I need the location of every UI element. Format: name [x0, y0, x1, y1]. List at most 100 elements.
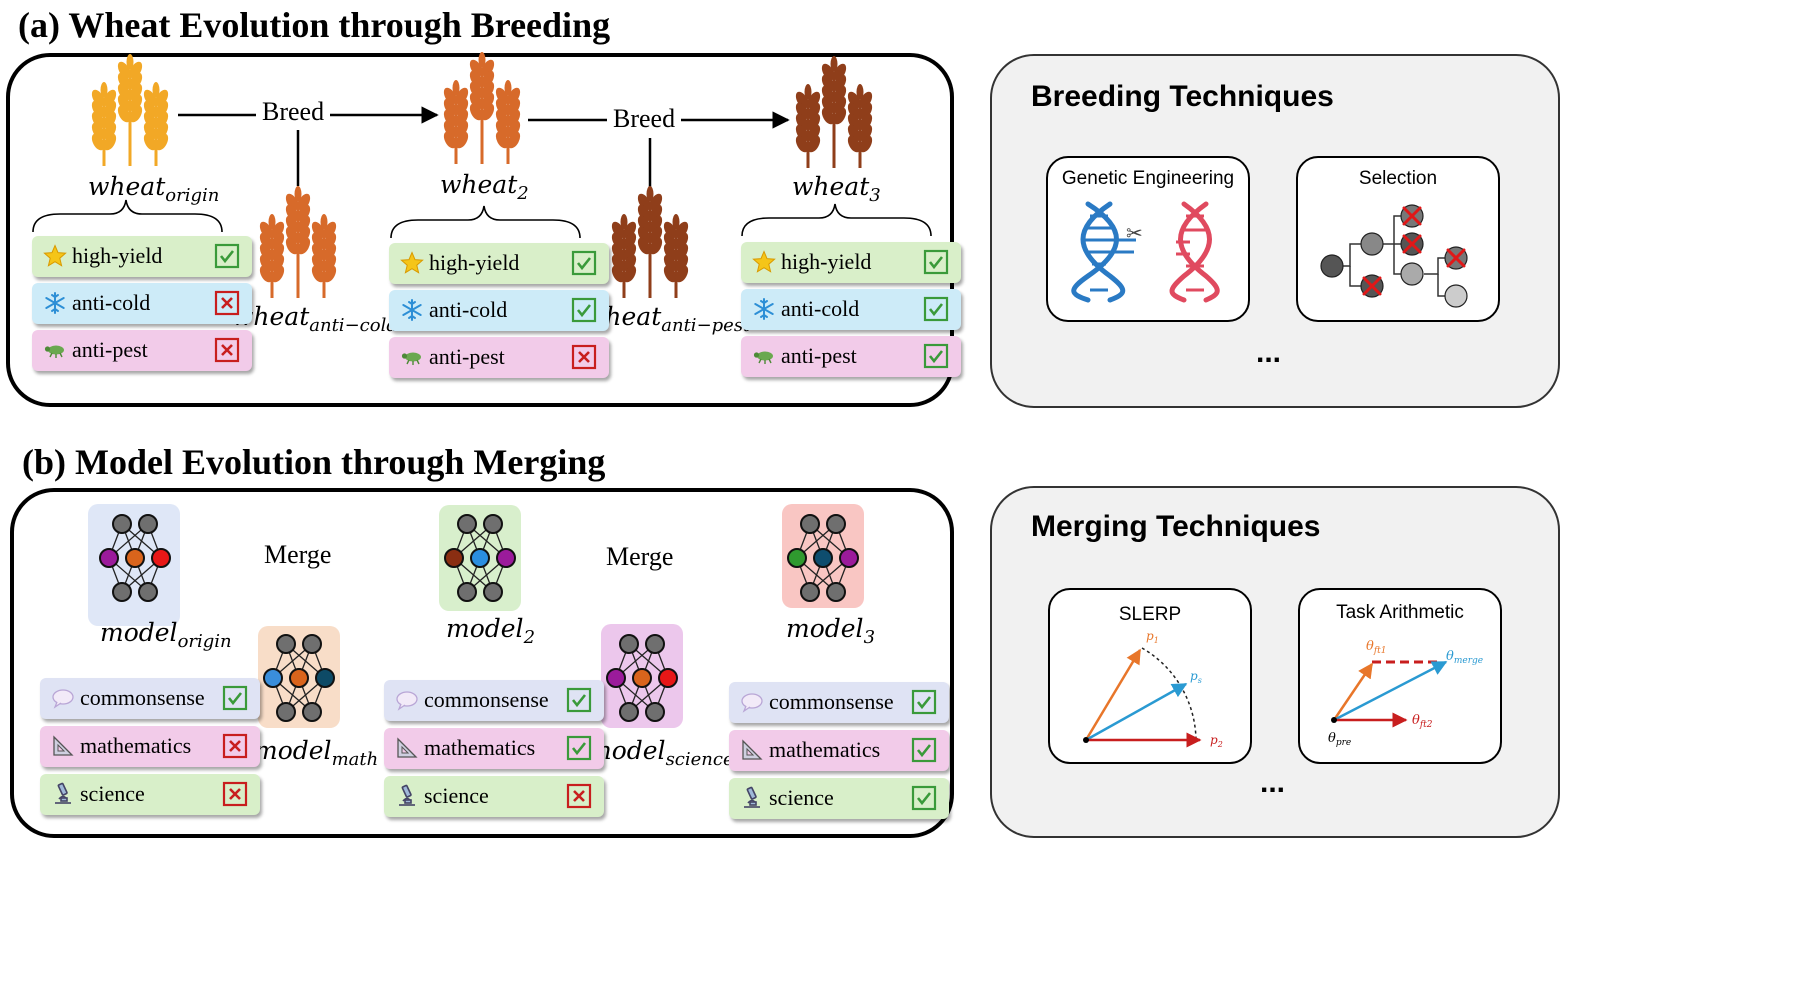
set-square-icon — [50, 733, 76, 759]
badge-label: anti-pest — [72, 337, 148, 362]
network-node — [632, 668, 652, 688]
slerp-diagram: p1 ps p2 — [1083, 629, 1223, 749]
wheat-grain — [117, 105, 131, 123]
wheat-origin-label: wheatorigin — [88, 172, 220, 206]
wheat-3-label: wheat3 — [792, 172, 881, 206]
snowflake-icon — [751, 296, 777, 322]
model_2-science-badge: science — [384, 776, 604, 817]
origin-science-badge: science — [40, 774, 260, 815]
theta-merge-label: θmerge — [1446, 649, 1483, 666]
slerp-title: SLERP — [1118, 604, 1182, 625]
wheat-grain — [443, 131, 457, 149]
wheat-grain — [623, 265, 637, 283]
wheat-grain — [821, 107, 835, 125]
model-3-network-icon — [787, 514, 859, 602]
cross-icon — [566, 783, 592, 809]
bug-icon — [399, 344, 425, 370]
cross-icon — [222, 733, 248, 759]
snowflake-icon — [399, 297, 425, 323]
wheat-2-icon — [443, 52, 521, 164]
network-node — [483, 514, 503, 534]
network-node — [138, 582, 158, 602]
dna-icon: ✂ — [1071, 201, 1220, 303]
network-node — [619, 702, 639, 722]
wheat-grain — [481, 103, 495, 121]
wheat_2-high-yield-badge: high-yield — [389, 243, 609, 284]
section-b-title: (b) Model Evolution through Merging — [22, 442, 606, 482]
origin-anti-pest-badge: anti-pest — [32, 330, 252, 371]
network-node — [606, 668, 626, 688]
wheat-anti-pest-label: wheatanti−pest — [584, 302, 751, 336]
network-node — [444, 548, 464, 568]
wheat-grain — [478, 52, 486, 68]
wheat-grain — [507, 131, 521, 149]
origin-high-yield-badge: high-yield — [32, 236, 252, 277]
breeding-more-ellipsis: ... — [1256, 336, 1282, 369]
network-node — [151, 548, 171, 568]
task-arithmetic-diagram: θft1 θmerge θft2 θpre — [1328, 639, 1483, 748]
speech-bubble-icon — [50, 685, 76, 711]
bug-icon — [42, 337, 68, 363]
model-origin-label: modelorigin — [100, 618, 232, 652]
check-icon — [911, 689, 937, 715]
section-a-title: (a) Wheat Evolution through Breeding — [18, 5, 611, 45]
wheat-anti-cold-icon — [259, 186, 337, 298]
origin-commonsense-badge: commonsense — [40, 678, 260, 719]
model-science-network-icon — [606, 634, 678, 722]
badge-label: science — [424, 783, 489, 808]
cross-icon — [222, 781, 248, 807]
wheat-grain — [323, 265, 337, 283]
wheat-grain — [504, 80, 512, 96]
wheat-grain — [795, 135, 809, 153]
speech-bubble-icon — [739, 689, 765, 715]
star-icon — [399, 250, 425, 276]
badge-label: mathematics — [424, 735, 536, 760]
wheat-grain — [663, 265, 677, 283]
p1-label: p1 — [1146, 629, 1159, 645]
breed-label-2: Breed — [607, 104, 682, 134]
network-node — [800, 582, 820, 602]
origin-mathematics-badge: mathematics — [40, 726, 260, 767]
microscope-icon — [394, 783, 420, 809]
badge-label: mathematics — [80, 733, 192, 758]
microscope-icon — [50, 781, 76, 807]
p2-label: p2 — [1210, 733, 1223, 749]
network-node — [496, 548, 516, 568]
wheat-anti-pest-icon — [611, 186, 689, 298]
task-arithmetic-card: Task Arithmetic θft1 θmerge θft2 θpre — [1298, 588, 1502, 764]
model_2-commonsense-badge: commonsense — [384, 680, 604, 721]
badge-label: commonsense — [80, 685, 205, 710]
wheat-grain — [143, 133, 157, 151]
network-node — [470, 548, 490, 568]
network-node — [826, 582, 846, 602]
network-node — [302, 702, 322, 722]
badge-label: anti-pest — [429, 344, 505, 369]
theta-ft1-label: θft1 — [1366, 639, 1387, 656]
wheat-grain — [320, 214, 328, 230]
model-3-label: model3 — [786, 614, 876, 648]
badge-label: science — [769, 785, 834, 810]
merge-label-1: Merge — [258, 540, 338, 570]
slerp-card: SLERP p1 ps p2 — [1048, 588, 1252, 764]
wheat-grain — [646, 186, 654, 202]
wheat-grain — [847, 135, 861, 153]
wheat-origin-icon — [91, 54, 169, 166]
bug-icon — [751, 343, 777, 369]
wheat-3-icon — [795, 56, 873, 168]
network-node — [99, 548, 119, 568]
wheat-grain — [152, 82, 160, 98]
breeding-techniques-title: Breeding Techniques — [1031, 80, 1334, 113]
wheat-grain — [259, 265, 273, 283]
check-icon — [566, 687, 592, 713]
network-node — [276, 702, 296, 722]
wheat-grain — [129, 105, 143, 123]
network-node — [112, 582, 132, 602]
wheat-grain — [611, 265, 625, 283]
star-icon — [751, 249, 777, 275]
ps-label: ps — [1190, 669, 1202, 685]
network-node — [619, 634, 639, 654]
check-icon — [214, 243, 240, 269]
wheat-grain — [155, 133, 169, 151]
check-icon — [222, 685, 248, 711]
badge-label: anti-pest — [781, 343, 857, 368]
